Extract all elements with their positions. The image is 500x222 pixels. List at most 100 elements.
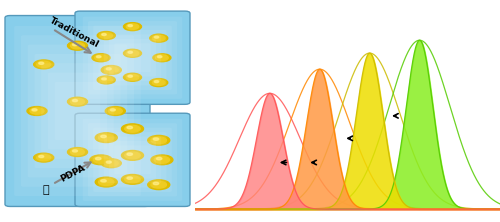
Circle shape <box>34 60 54 69</box>
Circle shape <box>124 49 142 57</box>
FancyBboxPatch shape <box>48 73 107 149</box>
Circle shape <box>39 62 44 64</box>
FancyBboxPatch shape <box>78 12 188 103</box>
Circle shape <box>127 177 132 179</box>
Circle shape <box>125 152 140 159</box>
Circle shape <box>34 153 54 162</box>
FancyBboxPatch shape <box>75 11 190 104</box>
FancyBboxPatch shape <box>34 54 120 168</box>
FancyBboxPatch shape <box>28 45 127 177</box>
Circle shape <box>98 179 114 185</box>
Circle shape <box>110 109 116 111</box>
Circle shape <box>125 176 140 183</box>
Circle shape <box>153 138 159 140</box>
Circle shape <box>148 135 170 145</box>
Circle shape <box>90 155 112 165</box>
FancyBboxPatch shape <box>98 132 166 188</box>
Circle shape <box>101 65 121 74</box>
FancyBboxPatch shape <box>109 141 156 179</box>
Circle shape <box>127 126 132 129</box>
Circle shape <box>101 135 106 138</box>
Circle shape <box>102 34 106 36</box>
Circle shape <box>97 32 115 40</box>
FancyBboxPatch shape <box>98 30 166 85</box>
Circle shape <box>151 137 166 144</box>
Circle shape <box>104 67 118 73</box>
FancyBboxPatch shape <box>41 63 114 159</box>
Circle shape <box>128 75 132 77</box>
Circle shape <box>95 133 117 143</box>
FancyBboxPatch shape <box>83 17 182 99</box>
FancyBboxPatch shape <box>114 43 151 72</box>
Circle shape <box>150 79 168 87</box>
FancyBboxPatch shape <box>104 34 161 81</box>
Circle shape <box>70 149 85 155</box>
Circle shape <box>92 54 110 62</box>
Circle shape <box>156 157 162 160</box>
Circle shape <box>94 55 108 61</box>
Circle shape <box>126 74 139 80</box>
Circle shape <box>127 153 132 155</box>
Circle shape <box>68 41 87 50</box>
Circle shape <box>148 180 170 190</box>
Circle shape <box>151 181 166 188</box>
Circle shape <box>106 68 111 70</box>
Circle shape <box>97 76 115 84</box>
Circle shape <box>101 180 106 182</box>
Circle shape <box>101 159 121 168</box>
FancyBboxPatch shape <box>5 16 150 206</box>
FancyBboxPatch shape <box>93 26 172 90</box>
Circle shape <box>70 99 85 105</box>
FancyBboxPatch shape <box>55 82 100 140</box>
FancyBboxPatch shape <box>83 119 182 201</box>
Circle shape <box>108 108 122 114</box>
Circle shape <box>158 56 162 58</box>
Circle shape <box>153 182 159 185</box>
Circle shape <box>128 51 132 53</box>
Text: PDPA: PDPA <box>58 163 86 183</box>
Text: Traditional: Traditional <box>48 15 100 49</box>
Circle shape <box>70 43 85 49</box>
FancyBboxPatch shape <box>8 17 147 205</box>
Circle shape <box>150 34 168 42</box>
Circle shape <box>104 160 118 166</box>
Circle shape <box>37 155 51 161</box>
Circle shape <box>122 174 144 184</box>
Circle shape <box>102 78 106 80</box>
Circle shape <box>27 107 47 115</box>
FancyBboxPatch shape <box>93 128 172 192</box>
FancyBboxPatch shape <box>104 137 161 183</box>
Circle shape <box>96 56 101 58</box>
FancyBboxPatch shape <box>21 35 134 187</box>
Circle shape <box>151 155 173 165</box>
Circle shape <box>125 125 140 132</box>
FancyBboxPatch shape <box>14 26 141 196</box>
Text: 💧: 💧 <box>42 185 50 195</box>
Circle shape <box>98 134 114 141</box>
Circle shape <box>100 33 112 38</box>
Circle shape <box>156 55 168 61</box>
Circle shape <box>154 81 159 83</box>
FancyBboxPatch shape <box>114 145 151 174</box>
Circle shape <box>124 73 142 81</box>
Circle shape <box>72 44 78 46</box>
Circle shape <box>95 177 117 187</box>
Circle shape <box>32 109 37 111</box>
Circle shape <box>126 24 139 30</box>
FancyBboxPatch shape <box>75 113 190 206</box>
FancyBboxPatch shape <box>109 39 156 77</box>
FancyBboxPatch shape <box>88 123 177 196</box>
Circle shape <box>154 157 170 163</box>
Circle shape <box>152 35 165 41</box>
Circle shape <box>30 108 44 114</box>
Circle shape <box>96 157 101 160</box>
Circle shape <box>100 77 112 83</box>
Circle shape <box>94 157 108 163</box>
FancyBboxPatch shape <box>88 21 177 94</box>
Circle shape <box>106 107 126 115</box>
Circle shape <box>153 54 171 62</box>
Circle shape <box>126 50 139 56</box>
FancyBboxPatch shape <box>78 114 188 205</box>
Circle shape <box>152 80 165 85</box>
Circle shape <box>37 61 51 67</box>
